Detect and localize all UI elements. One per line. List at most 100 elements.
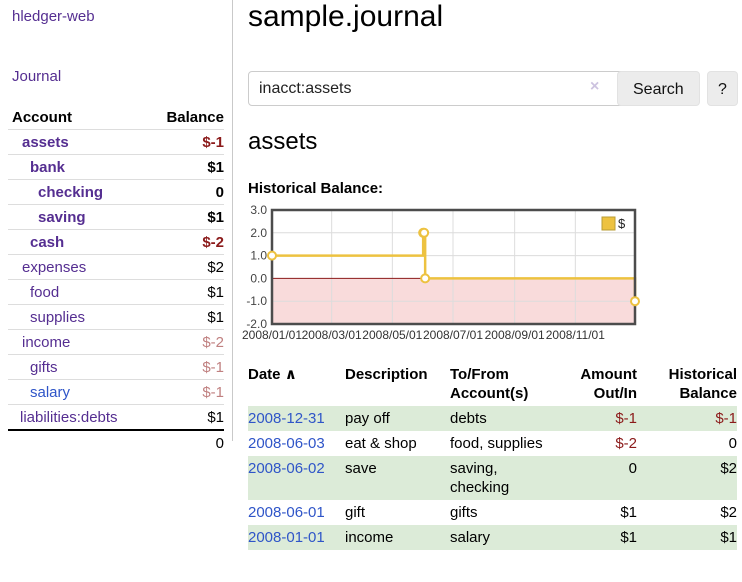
account-link[interactable]: liabilities:debts	[20, 408, 118, 426]
account-link[interactable]: income	[22, 333, 71, 351]
account-link[interactable]: bank	[30, 158, 66, 176]
svg-text:$: $	[618, 216, 626, 231]
transaction-description: eat & shop	[345, 435, 417, 452]
account-balance: $2	[207, 258, 224, 276]
account-row-gifts: gifts $-1	[8, 354, 224, 379]
account-link[interactable]: gifts	[30, 358, 58, 376]
svg-text:1.0: 1.0	[250, 249, 267, 263]
account-row-saving: saving $1	[8, 204, 224, 229]
svg-text:-1.0: -1.0	[246, 294, 267, 308]
svg-text:-2.0: -2.0	[246, 317, 267, 331]
transaction-amount: $1	[620, 504, 637, 521]
date-column-header[interactable]: Date ∧	[248, 366, 297, 383]
svg-text:2008/11/01: 2008/11/01	[546, 328, 605, 342]
account-balance: $1	[207, 208, 224, 226]
account-link[interactable]: salary	[30, 383, 71, 401]
clear-search-icon[interactable]: ×	[590, 78, 600, 95]
account-link[interactable]: food	[30, 283, 60, 301]
account-link[interactable]: assets	[22, 133, 69, 151]
transaction-row: 2008-12-31 pay off debts $-1 $-1	[248, 406, 737, 431]
transaction-row: 2008-06-01 gift gifts $1 $2	[248, 500, 737, 525]
sidebar-item-journal[interactable]: Journal	[12, 68, 62, 85]
register-header-row: Date ∧ Description To/From Account(s) Am…	[248, 362, 737, 406]
transaction-amount: $-2	[615, 435, 637, 452]
svg-text:0.0: 0.0	[250, 271, 267, 285]
transaction-balance: $2	[720, 460, 737, 477]
transaction-date-link[interactable]: 2008-06-01	[248, 504, 325, 521]
transaction-balance: $1	[720, 529, 737, 546]
accounts-total-row: 0	[8, 429, 224, 455]
svg-text:2008/03/01: 2008/03/01	[302, 328, 362, 342]
account-balance: 0	[215, 183, 224, 201]
account-link[interactable]: checking	[38, 183, 104, 201]
account-link[interactable]: supplies	[30, 308, 86, 326]
transaction-row: 2008-06-03 eat & shop food, supplies $-2…	[248, 431, 737, 456]
accounts-table: Account Balance assets $-1 bank $1 check…	[8, 105, 224, 455]
transaction-balance: $-1	[715, 410, 737, 427]
svg-text:3.0: 3.0	[250, 203, 267, 217]
account-row-salary: salary $-1	[8, 379, 224, 404]
account-row-checking: checking 0	[8, 179, 224, 204]
svg-text:2008/09/01: 2008/09/01	[485, 328, 545, 342]
transaction-date-link[interactable]: 2008-01-01	[248, 529, 325, 546]
balance-column-header: Balance	[166, 108, 224, 126]
transaction-amount: $1	[620, 529, 637, 546]
search-input[interactable]	[248, 71, 636, 106]
sidebar: hledger-web Journal Account Balance asse…	[0, 0, 233, 452]
transaction-description: save	[345, 460, 377, 477]
chart-title: Historical Balance:	[248, 180, 384, 197]
sort-ascending-icon: ∧	[284, 366, 297, 383]
svg-text:2.0: 2.0	[250, 226, 267, 240]
transaction-accounts: salary	[450, 529, 491, 546]
account-balance: $-2	[202, 333, 224, 351]
transaction-balance: 0	[728, 435, 737, 452]
transaction-description: income	[345, 529, 394, 546]
account-balance: $1	[207, 308, 224, 326]
transaction-balance: $2	[720, 504, 737, 521]
svg-text:2008/01/01: 2008/01/01	[242, 328, 302, 342]
account-row-expenses: expenses $2	[8, 254, 224, 279]
register-table: Date ∧ Description To/From Account(s) Am…	[248, 362, 737, 550]
account-row-supplies: supplies $1	[8, 304, 224, 329]
transaction-amount: 0	[628, 460, 637, 477]
account-row-cash: cash $-2	[8, 229, 224, 254]
balance-column-header: Historical Balance	[668, 366, 737, 402]
help-button[interactable]: ?	[707, 71, 738, 106]
account-heading: assets	[248, 128, 318, 155]
account-balance: $-2	[202, 233, 224, 251]
account-row-liabilities-debts: liabilities:debts $1	[8, 404, 224, 429]
transaction-description: pay off	[345, 410, 390, 427]
account-balance: $-1	[202, 383, 224, 401]
account-balance: $1	[207, 408, 224, 426]
account-column-header: Account	[12, 108, 72, 126]
svg-text:2008/07/01: 2008/07/01	[423, 328, 483, 342]
account-row-bank: bank $1	[8, 154, 224, 179]
account-row-income: income $-2	[8, 329, 224, 354]
account-balance: $-1	[202, 133, 224, 151]
transaction-accounts: food, supplies	[450, 435, 543, 452]
account-link[interactable]: expenses	[22, 258, 87, 276]
transaction-date-link[interactable]: 2008-12-31	[248, 410, 325, 427]
transaction-row: 2008-01-01 income salary $1 $1	[248, 525, 737, 550]
accounts-total-value: 0	[215, 434, 224, 452]
account-balance: $-1	[202, 358, 224, 376]
svg-text:2008/05/01: 2008/05/01	[362, 328, 422, 342]
transaction-description: gift	[345, 504, 366, 521]
account-link[interactable]: cash	[30, 233, 65, 251]
transaction-accounts: debts	[450, 410, 487, 427]
description-column-header: Description	[345, 366, 428, 383]
search-button[interactable]: Search	[617, 71, 700, 106]
transaction-date-link[interactable]: 2008-06-03	[248, 435, 325, 452]
amount-column-header: Amount Out/In	[580, 366, 637, 402]
transaction-row: 2008-06-02 save saving, checking 0 $2	[248, 456, 737, 500]
accounts-column-header: To/From Account(s)	[450, 366, 529, 402]
page-title: sample.journal	[248, 0, 444, 33]
transaction-amount: $-1	[615, 410, 637, 427]
transaction-date-link[interactable]: 2008-06-02	[248, 460, 325, 477]
account-link[interactable]: saving	[38, 208, 86, 226]
account-balance: $1	[207, 283, 224, 301]
app-title-link[interactable]: hledger-web	[12, 8, 95, 25]
transaction-accounts: saving, checking	[450, 460, 510, 496]
account-row-food: food $1	[8, 279, 224, 304]
